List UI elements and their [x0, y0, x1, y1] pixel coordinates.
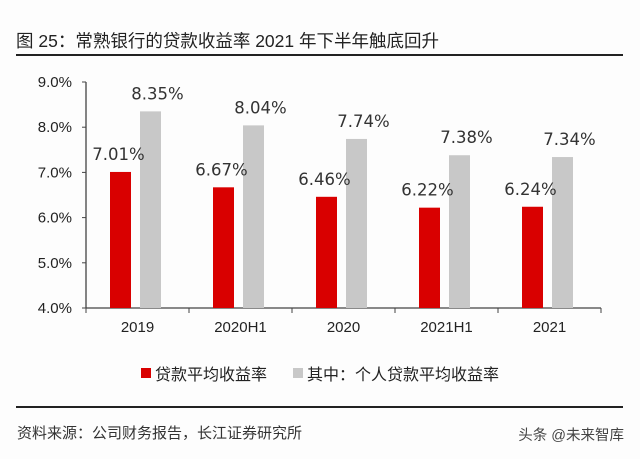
- source-rule: [16, 406, 623, 408]
- bar-personal-loan-yield: [140, 111, 161, 308]
- y-tick-label: 5.0%: [38, 255, 72, 272]
- data-label: 8.35%: [131, 84, 183, 103]
- bar-loan-yield: [522, 206, 543, 308]
- x-tick-label: 2019: [121, 319, 154, 336]
- bar-loan-yield: [316, 196, 337, 308]
- data-label: 6.24%: [504, 180, 556, 199]
- x-tick-label: 2020H1: [214, 319, 267, 336]
- bar-loan-yield: [213, 187, 234, 308]
- x-axis: 2019 2020H1 2020 2021H1 2021: [85, 307, 602, 336]
- data-label: 7.38%: [440, 128, 492, 147]
- legend-label: 贷款平均收益率: [154, 367, 267, 384]
- x-tick-label: 2020: [327, 319, 360, 336]
- data-labels: 7.01% 8.35% 6.67% 8.04% 6.46% 7.74% 6.22% 7.38%…: [92, 84, 595, 199]
- legend-label: 其中：个人贷款平均收益率: [307, 367, 500, 384]
- data-label: 6.22%: [401, 181, 453, 200]
- bar-personal-loan-yield: [243, 125, 264, 308]
- y-tick-label: 4.0%: [38, 300, 72, 317]
- x-tick-label: 2021H1: [420, 319, 473, 336]
- y-axis: 4.0% 5.0% 6.0% 7.0% 8.0% 9.0%: [38, 74, 87, 317]
- bar-chart: 4.0%5.0%6.0%7.0%8.0%9.0% 2019 2020H1 2020 2…: [38, 74, 602, 336]
- legend-swatch-red: [140, 368, 151, 378]
- bar-personal-loan-yield: [449, 155, 470, 308]
- legend-item-loan-yield: 贷款平均收益率: [140, 361, 267, 385]
- y-tick-label: 8.0%: [38, 119, 72, 136]
- y-tick-label: 9.0%: [38, 74, 72, 91]
- legend: 贷款平均收益率 其中：个人贷款平均收益率: [0, 361, 640, 385]
- bar-personal-loan-yield: [552, 157, 573, 308]
- title-rule: [16, 54, 623, 56]
- legend-swatch-gray: [293, 368, 303, 378]
- figure-title: 图 25：常熟银行的贷款收益率 2021 年下半年触底回升: [16, 31, 439, 51]
- y-tick-label: 7.0%: [38, 164, 72, 181]
- data-label: 7.34%: [543, 130, 595, 149]
- watermark: 头条 @未来智库: [518, 428, 624, 444]
- x-tick-label: 2021: [533, 319, 566, 336]
- bar-loan-yield: [110, 171, 131, 308]
- data-label: 7.01%: [92, 145, 144, 164]
- source-note: 资料来源：公司财务报告，长江证券研究所: [17, 425, 303, 442]
- bar-loan-yield: [419, 207, 440, 308]
- data-label: 8.04%: [234, 98, 286, 117]
- data-label: 7.74%: [337, 112, 389, 131]
- legend-item-personal-loan-yield: 其中：个人贷款平均收益率: [293, 361, 499, 385]
- data-label: 6.67%: [195, 160, 247, 179]
- bar-personal-loan-yield: [346, 138, 367, 308]
- y-tick-label: 6.0%: [38, 210, 72, 227]
- data-label: 6.46%: [298, 170, 350, 189]
- bars: [110, 111, 573, 308]
